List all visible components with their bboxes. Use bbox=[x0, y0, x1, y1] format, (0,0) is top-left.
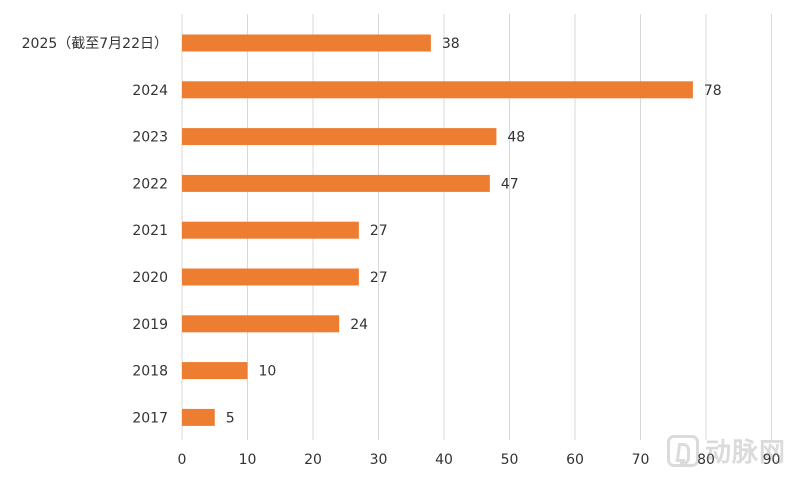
bar bbox=[182, 128, 497, 146]
bar bbox=[182, 174, 490, 192]
x-tick-label: 40 bbox=[435, 452, 453, 468]
bar bbox=[182, 408, 215, 426]
data-label: 10 bbox=[259, 364, 277, 380]
category-label: 2021 bbox=[132, 223, 168, 239]
category-label: 2017 bbox=[132, 410, 168, 426]
bar bbox=[182, 268, 359, 286]
bar bbox=[182, 34, 431, 52]
bar bbox=[182, 221, 359, 239]
x-tick-label: 90 bbox=[763, 452, 781, 468]
watermark-text: 动脉网 bbox=[704, 438, 786, 468]
x-tick-label: 50 bbox=[501, 452, 519, 468]
data-label: 27 bbox=[370, 223, 388, 239]
x-tick-label: 20 bbox=[304, 452, 322, 468]
bar bbox=[182, 362, 248, 380]
data-label: 38 bbox=[442, 36, 460, 52]
bar bbox=[182, 81, 693, 99]
category-label: 2024 bbox=[132, 83, 168, 99]
x-tick-label: 70 bbox=[632, 452, 650, 468]
data-label: 47 bbox=[501, 176, 519, 192]
category-label: 2018 bbox=[132, 364, 168, 380]
category-label: 2022 bbox=[132, 176, 168, 192]
category-label: 2023 bbox=[132, 130, 168, 146]
data-label: 5 bbox=[226, 410, 235, 426]
category-label: 2020 bbox=[132, 270, 168, 286]
category-label: 2019 bbox=[132, 317, 168, 333]
x-tick-label: 80 bbox=[697, 452, 715, 468]
watermark: 动脉网 bbox=[666, 432, 786, 469]
data-label: 78 bbox=[704, 83, 722, 99]
data-label: 48 bbox=[507, 130, 525, 146]
x-tick-label: 0 bbox=[178, 452, 187, 468]
x-tick-label: 30 bbox=[370, 452, 388, 468]
data-label: 27 bbox=[370, 270, 388, 286]
data-label: 24 bbox=[350, 317, 368, 333]
vb-logo-icon bbox=[666, 434, 699, 467]
bar bbox=[182, 315, 340, 333]
category-label: 2025（截至7月22日） bbox=[22, 36, 168, 52]
x-tick-label: 60 bbox=[566, 452, 584, 468]
x-tick-label: 10 bbox=[239, 452, 257, 468]
